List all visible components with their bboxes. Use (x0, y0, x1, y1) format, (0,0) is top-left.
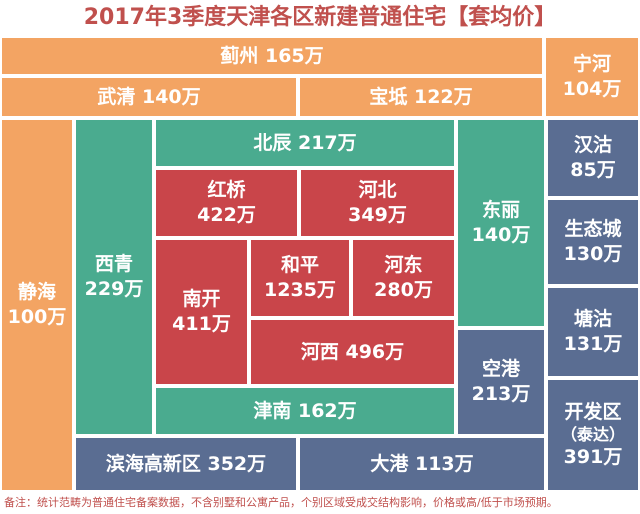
district-dongli-name: 东丽 (481, 199, 520, 222)
district-hexi-label: 河西 496万 (300, 340, 405, 363)
district-jizhou-label: 蓟州 165万 (220, 44, 324, 67)
district-dongli-value: 140万 (471, 224, 531, 246)
district-binhaigaoxin: 滨海高新区 352万 (74, 436, 298, 492)
district-konggang-value: 213万 (471, 383, 531, 405)
district-nankai-name: 南开 (182, 288, 221, 311)
district-heping-name: 和平 (280, 254, 319, 277)
district-nankai: 南开 411万 (154, 238, 249, 386)
district-kaifaqu-name: 开发区 (564, 400, 622, 423)
district-jinnan-label: 津南 162万 (253, 399, 357, 422)
district-kaifaqu: 开发区 （泰达） 391万 (546, 378, 640, 492)
district-konggang-name: 空港 (481, 358, 520, 381)
district-tanggu-value: 131万 (563, 333, 623, 355)
district-hedong-value: 280万 (374, 279, 433, 301)
district-jinghai: 静海 100万 (0, 118, 74, 492)
district-shengtaicheng-name: 生态城 (564, 218, 622, 241)
district-kaifaqu-value: 391万 (563, 446, 623, 469)
district-jinghai-value: 100万 (7, 306, 67, 328)
page-title: 2017年3季度天津各区新建普通住宅【套均价】 (0, 0, 640, 36)
district-hongqiao-name: 红桥 (207, 179, 246, 202)
district-xiqing-value: 229万 (84, 278, 144, 300)
district-hongqiao-value: 422万 (197, 204, 256, 226)
district-beichen-label: 北辰 217万 (253, 131, 357, 154)
district-shengtaicheng-value: 130万 (563, 243, 623, 265)
district-hexi: 河西 496万 (249, 318, 456, 386)
district-ninghe-value: 104万 (562, 78, 622, 100)
district-tanggu: 塘沽 131万 (546, 286, 640, 378)
district-treemap: 蓟州 165万 宁河 104万 武清 140万 宝坻 122万 静海 100万 … (0, 36, 640, 492)
district-hebei-value: 349万 (348, 204, 407, 226)
district-baodi-label: 宝坻 122万 (369, 85, 473, 108)
district-xiqing-name: 西青 (94, 253, 133, 276)
district-hedong: 河东 280万 (351, 238, 456, 318)
district-hangu: 汉沽 85万 (546, 118, 640, 198)
district-hedong-name: 河东 (384, 254, 423, 277)
district-dongli: 东丽 140万 (456, 118, 546, 328)
district-jizhou: 蓟州 165万 (0, 36, 544, 76)
district-wuqing: 武清 140万 (0, 76, 298, 118)
district-shengtaicheng: 生态城 130万 (546, 198, 640, 286)
district-baodi: 宝坻 122万 (298, 76, 544, 118)
district-heping: 和平 1235万 (249, 238, 351, 318)
district-xiqing: 西青 229万 (74, 118, 154, 436)
footnote: 备注：统计范畴为普通住宅备案数据，不含别墅和公寓产品，个别区域受成交结构影响，价… (4, 496, 558, 509)
district-nankai-value: 411万 (172, 313, 231, 335)
district-binhaigaoxin-label: 滨海高新区 352万 (105, 452, 267, 475)
district-tanggu-name: 塘沽 (573, 308, 612, 331)
district-ninghe: 宁河 104万 (544, 36, 640, 118)
district-dagang-label: 大港 113万 (370, 452, 474, 475)
district-beichen: 北辰 217万 (154, 118, 456, 168)
district-jinnan: 津南 162万 (154, 386, 456, 436)
district-hongqiao: 红桥 422万 (154, 168, 299, 238)
district-hangu-name: 汉沽 (573, 134, 612, 157)
district-jinghai-name: 静海 (17, 281, 56, 304)
district-wuqing-label: 武清 140万 (97, 85, 201, 108)
district-hebei: 河北 349万 (299, 168, 456, 238)
district-hebei-name: 河北 (358, 179, 397, 202)
district-konggang: 空港 213万 (456, 328, 546, 436)
district-hangu-value: 85万 (570, 159, 616, 181)
district-dagang: 大港 113万 (298, 436, 546, 492)
district-kaifaqu-sub: （泰达） (560, 424, 625, 444)
district-ninghe-name: 宁河 (572, 53, 611, 76)
district-heping-value: 1235万 (264, 279, 336, 301)
